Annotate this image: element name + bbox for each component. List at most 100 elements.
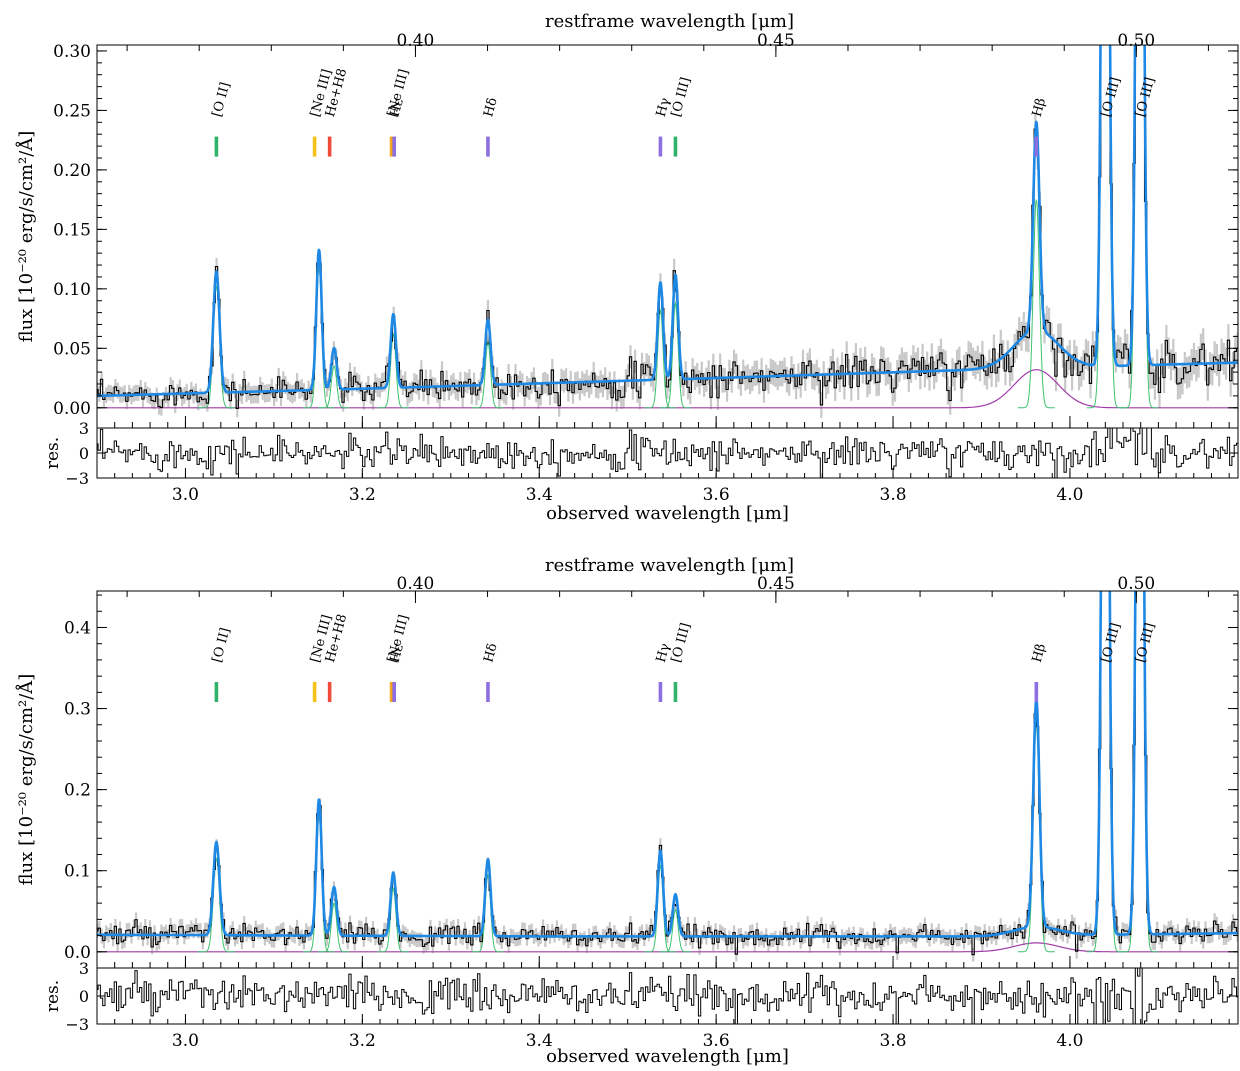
line-marker-8	[1034, 682, 1039, 703]
x-tick-label: 3.4	[526, 485, 553, 505]
y-tick-label: 0.0	[64, 943, 91, 963]
line-marker-0	[214, 682, 219, 703]
residual-frame	[96, 427, 1239, 479]
line-label-6: Hγ	[654, 642, 673, 665]
line-label-4: Hε	[388, 643, 407, 665]
x-tick-label: 4.0	[1056, 485, 1083, 505]
narrow-component-0	[197, 284, 235, 409]
res-tick-label: 3	[79, 959, 89, 978]
top-tick-label: 0.40	[397, 31, 435, 51]
line-label-0: [O II]	[210, 626, 234, 664]
line-label-0: [O II]	[210, 81, 234, 119]
panel-bottom: [O II] [Ne III]He+H8 [Ne III]Hε Hδ Hγ[O III]…	[15, 555, 1239, 1067]
y-tick-label: 0.05	[53, 339, 91, 359]
error-bars	[97, 114, 1238, 418]
y-tick-label: 0.4	[64, 618, 91, 638]
top-tick-label: 0.45	[757, 31, 795, 51]
y-axis-label: flux [10⁻²⁰ erg/s/cm²/Å]	[15, 131, 37, 343]
x-tick-label: 3.2	[349, 485, 376, 505]
narrow-component-8	[1086, 45, 1124, 409]
data-spectrum	[97, 591, 1238, 956]
residual-spectrum	[97, 968, 1238, 1024]
line-marker-3	[389, 682, 394, 703]
y-axis-label: flux [10⁻²⁰ erg/s/cm²/Å]	[15, 674, 37, 886]
line-marker-1	[312, 136, 317, 157]
x-tick-label: 3.4	[526, 1031, 553, 1051]
y-tick-label: 0.20	[53, 161, 91, 181]
model-fit	[97, 45, 1238, 398]
line-label-7: [O III]	[669, 621, 694, 664]
residual-area	[97, 428, 1238, 478]
x-tick-label: 3.0	[172, 485, 199, 505]
line-marker-1	[312, 682, 317, 703]
y-tick-label: 0.00	[53, 399, 91, 419]
top-axis-label: restframe wavelength [μm]	[545, 11, 794, 32]
narrow-component-7	[1017, 724, 1055, 953]
residual-spectrum	[97, 428, 1238, 478]
y-tick-label: 0.30	[53, 42, 91, 62]
top-tick-label: 0.50	[1117, 31, 1155, 51]
x-tick-label: 4.0	[1056, 1031, 1083, 1051]
narrow-component-5	[644, 308, 676, 409]
y-tick-label: 0.25	[53, 101, 91, 121]
line-marker-5	[486, 682, 490, 703]
error-bars	[97, 706, 1238, 962]
narrow-component-7	[1017, 199, 1055, 409]
top-tick-label: 0.40	[397, 574, 435, 594]
narrow-component-4	[472, 341, 504, 409]
line-marker-7	[673, 682, 678, 703]
x-tick-label: 3.6	[703, 485, 730, 505]
res-tick-label: −3	[65, 1015, 89, 1034]
top-tick-label: 0.45	[757, 574, 795, 594]
narrow-component-9	[1121, 591, 1159, 953]
narrow-component-6	[659, 301, 691, 409]
line-label-10: [O III]	[1133, 621, 1158, 664]
x-tick-label: 3.0	[172, 1031, 199, 1051]
line-marker-3	[389, 136, 394, 157]
line-label-10: [O III]	[1133, 76, 1158, 119]
line-label-4: Hε	[388, 97, 407, 119]
res-tick-label: 0	[79, 444, 89, 463]
narrow-component-0	[197, 857, 235, 953]
residual-label: res.	[43, 437, 63, 469]
residual-label: res.	[43, 980, 63, 1012]
line-label-8: Hβ	[1030, 642, 1049, 664]
panel-top: [O II] [Ne III]He+H8 [Ne III]Hε Hδ Hγ[O III]…	[15, 11, 1239, 524]
plot-area	[97, 591, 1238, 962]
y-tick-label: 0.10	[53, 280, 91, 300]
line-marker-5	[486, 136, 490, 157]
line-marker-0	[214, 136, 219, 157]
line-marker-4	[392, 136, 396, 157]
x-tick-label: 3.2	[349, 1031, 376, 1051]
line-label-5: Hδ	[481, 642, 500, 665]
line-marker-2	[327, 136, 332, 157]
top-tick-label: 0.50	[1117, 574, 1155, 594]
narrow-component-2	[318, 365, 350, 409]
plot-area	[97, 45, 1238, 418]
model-fit	[97, 591, 1238, 938]
data-spectrum	[97, 45, 1238, 410]
x-tick-label: 3.6	[703, 1031, 730, 1051]
narrow-component-9	[1121, 45, 1159, 409]
line-marker-4	[392, 682, 396, 703]
narrow-component-3	[377, 332, 409, 409]
res-tick-label: −3	[65, 469, 89, 488]
line-marker-2	[327, 682, 332, 703]
line-label-9: [O III]	[1099, 621, 1124, 664]
narrow-component-4	[472, 873, 504, 953]
x-axis-label: observed wavelength [μm]	[546, 503, 789, 524]
res-tick-label: 3	[79, 419, 89, 438]
line-label-7: [O III]	[669, 76, 694, 119]
x-tick-label: 3.8	[880, 485, 907, 505]
line-label-8: Hβ	[1030, 96, 1049, 118]
line-marker-7	[673, 136, 678, 157]
line-label-6: Hγ	[654, 96, 673, 119]
line-label-9: [O III]	[1099, 76, 1124, 119]
y-tick-label: 0.2	[64, 781, 91, 801]
y-tick-label: 0.1	[64, 862, 91, 882]
residual-area	[97, 968, 1238, 1024]
y-tick-label: 0.15	[53, 220, 91, 240]
narrow-component-2	[318, 902, 350, 953]
x-axis-label: observed wavelength [μm]	[546, 1046, 789, 1067]
